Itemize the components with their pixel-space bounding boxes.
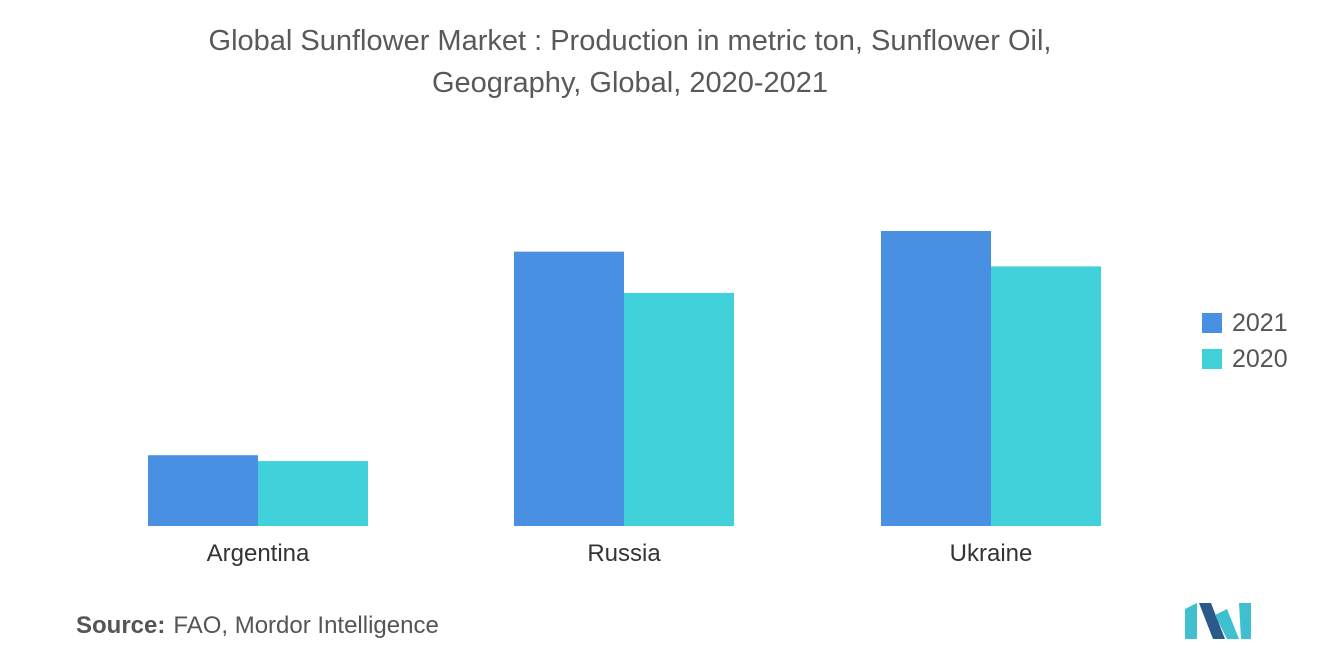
- category-label-argentina: Argentina: [207, 540, 310, 567]
- legend-swatch-2020: [1202, 349, 1222, 369]
- legend-swatch-2021: [1202, 313, 1222, 333]
- bar-argentina-2021: [148, 455, 258, 526]
- bar-russia-2021: [514, 251, 624, 526]
- bar-ukraine-2021: [881, 231, 991, 526]
- category-label-ukraine: Ukraine: [950, 540, 1033, 567]
- source-note: Source: FAO, Mordor Intelligence: [76, 612, 439, 640]
- title-line-1: Global Sunflower Market : Production in …: [208, 25, 1052, 57]
- bar-argentina-2020: [258, 461, 368, 526]
- bar-ukraine-2020: [991, 266, 1101, 526]
- source-text: FAO, Mordor Intelligence: [173, 612, 439, 639]
- category-label-russia: Russia: [587, 540, 661, 567]
- title-line-2: Geography, Global, 2020-2021: [431, 67, 829, 99]
- legend-item-2021: 2021: [1202, 305, 1288, 341]
- legend-label-2020: 2020: [1232, 344, 1288, 373]
- legend-item-2020: 2020: [1202, 341, 1288, 377]
- source-label: Source:: [76, 612, 166, 639]
- mordor-logo-icon: [1185, 603, 1251, 639]
- legend: 2021 2020: [1202, 305, 1288, 377]
- chart-title: Global Sunflower Market : Production in …: [130, 20, 1130, 104]
- bar-russia-2020: [624, 292, 734, 526]
- legend-label-2021: 2021: [1232, 308, 1288, 337]
